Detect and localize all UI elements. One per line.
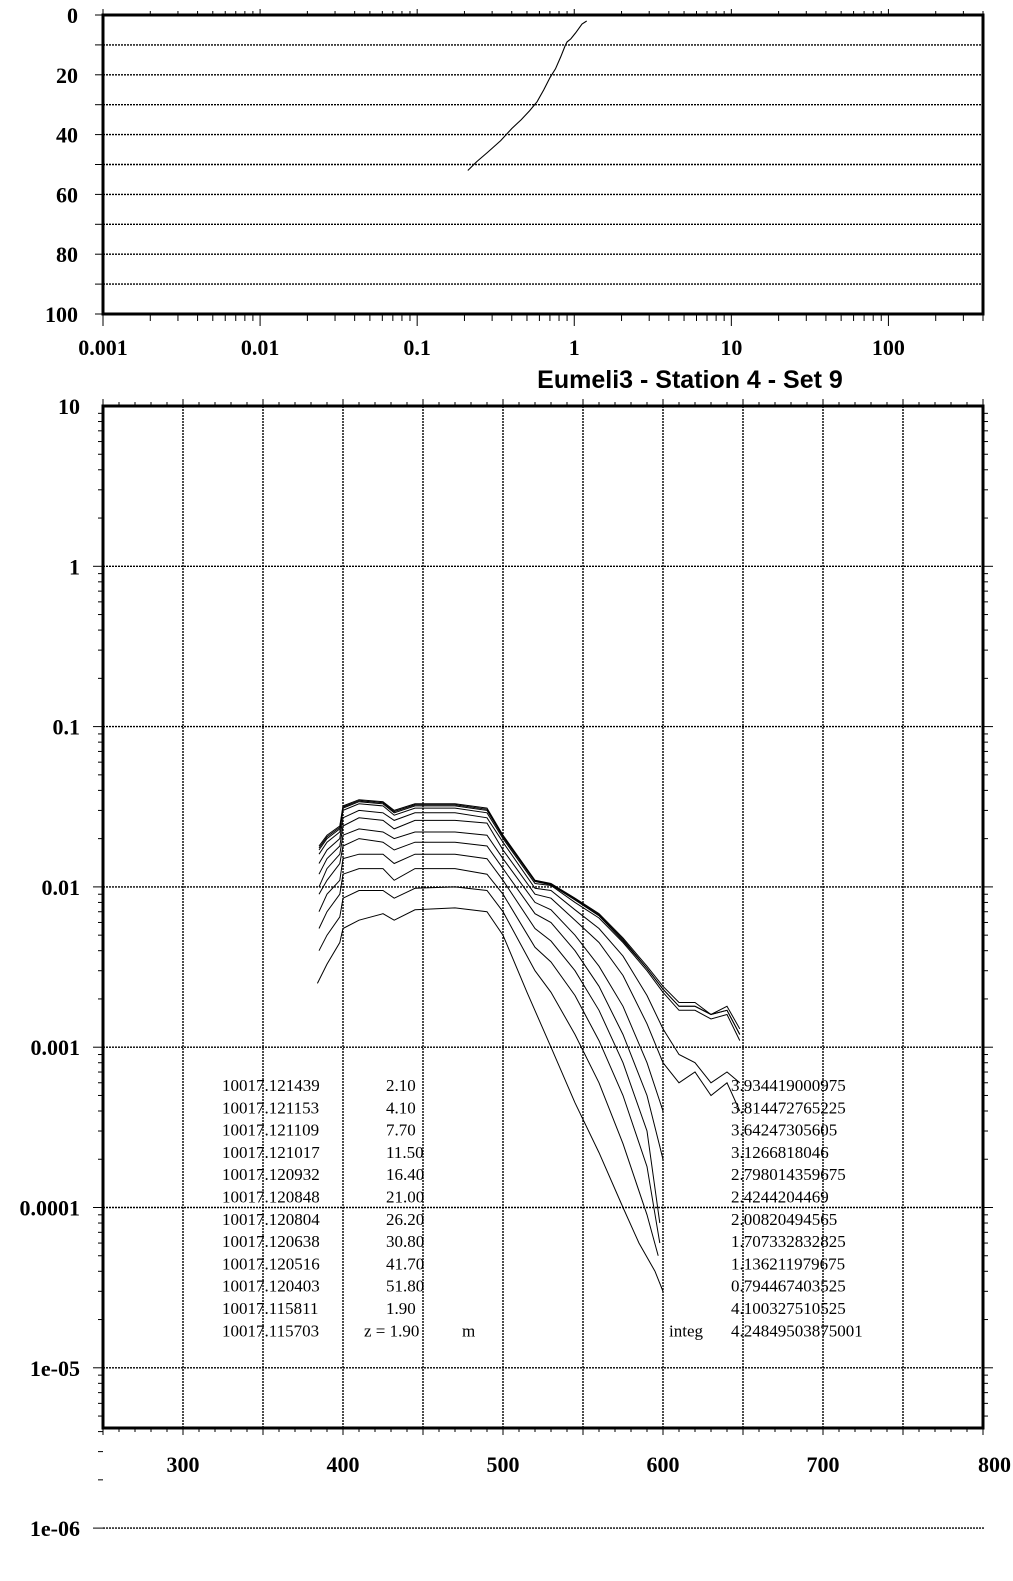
depth-profile-plot: 0.001 0.01 0.1 1 10 100 0 20 40 60 80 100 — [45, 3, 985, 360]
spectrum-line — [318, 868, 661, 1244]
top-x-tick-label: 10 — [720, 335, 742, 360]
top-tick-labels: 0.001 0.01 0.1 1 10 100 0 20 40 60 80 100 — [45, 3, 905, 360]
row-depth: 16.40 — [386, 1165, 424, 1184]
row-id: 10017.121017 — [222, 1143, 320, 1162]
bottom-y-tick-label: 0.1 — [53, 715, 81, 740]
top-y-tick-label: 20 — [56, 63, 78, 88]
top-y-tick-label: 0 — [67, 3, 78, 28]
integ-label: integ — [669, 1321, 703, 1340]
row-id: 10017.121109 — [222, 1121, 319, 1140]
depth-profile-line — [467, 20, 587, 171]
bottom-series — [316, 799, 741, 1292]
last-depth: z = 1.90 — [364, 1321, 419, 1340]
top-x-tick-label: 0.01 — [241, 335, 280, 360]
bottom-x-tick-label: 800 — [978, 1452, 1011, 1477]
top-grid — [103, 44, 983, 285]
spectrum-line — [318, 803, 741, 1041]
spectrum-line — [318, 838, 664, 1160]
top-x-tick-label: 0.1 — [403, 335, 431, 360]
top-plot-frame — [101, 13, 985, 316]
bottom-y-tick-label: 10 — [58, 394, 80, 419]
row-integ: 3.1266818046 — [731, 1143, 829, 1162]
spectrum-line — [318, 800, 741, 1035]
bottom-y-tick-label: 0.01 — [42, 875, 81, 900]
spectra-plot: 300 400 500 600 700 800 10 1 0.1 0.01 0.001 0.0001 1… — [20, 394, 1012, 1541]
top-y-tick-label: 40 — [56, 123, 78, 148]
bottom-tick-labels: 300 400 500 600 700 800 10 1 0.1 0.01 0.001 0.0001 1… — [20, 394, 1012, 1541]
bottom-ticks — [93, 399, 993, 1529]
bottom-x-tick-label: 600 — [647, 1452, 680, 1477]
bottom-x-tick-label: 700 — [807, 1452, 840, 1477]
row-integ: 3.64247305605 — [731, 1121, 837, 1140]
bottom-y-tick-label: 0.0001 — [20, 1196, 81, 1221]
row-id: 10017.120638 — [222, 1232, 320, 1251]
row-depth: 1.90 — [386, 1299, 416, 1318]
row-id: 10017.120804 — [222, 1210, 320, 1229]
row-integ: 2.798014359675 — [731, 1165, 846, 1184]
row-id: 10017.120932 — [222, 1165, 320, 1184]
row-integ: 1.707332832825 — [731, 1232, 846, 1251]
spectrum-line — [316, 907, 664, 1292]
row-integ: 2.00820494565 — [731, 1210, 837, 1229]
row-depth: 30.80 — [386, 1232, 424, 1251]
spectrum-line — [318, 886, 659, 1256]
bottom-x-tick-label: 500 — [487, 1452, 520, 1477]
row-depth: 4.10 — [386, 1098, 416, 1117]
spectrum-line — [318, 809, 741, 1084]
bottom-x-tick-label: 400 — [327, 1452, 360, 1477]
row-integ: 4.100327510525 — [731, 1299, 846, 1318]
row-id: 10017.120516 — [222, 1254, 320, 1273]
last-unit: m — [462, 1321, 475, 1340]
top-x-tick-label: 100 — [872, 335, 905, 360]
row-id: 10017.115811 — [222, 1299, 319, 1318]
top-series — [467, 20, 587, 171]
row-depth: 51.80 — [386, 1277, 424, 1296]
top-y-tick-label: 60 — [56, 182, 78, 207]
row-id: 10017.121153 — [222, 1098, 319, 1117]
chart-title: Eumeli3 - Station 4 - Set 9 — [537, 366, 843, 394]
row-integ: 3.814472765225 — [731, 1098, 846, 1117]
top-x-tick-label: 0.001 — [78, 335, 128, 360]
spectrum-line — [318, 817, 741, 1112]
spectrum-line — [318, 853, 661, 1224]
row-id: 10017.121439 — [222, 1076, 320, 1095]
top-y-tick-label: 80 — [56, 242, 78, 267]
top-y-tick-label: 100 — [45, 302, 78, 327]
bottom-grid — [103, 406, 985, 1529]
row-integ: 3.934419000975 — [731, 1076, 846, 1095]
row-id: 10017.120403 — [222, 1277, 320, 1296]
row-depth: 7.70 — [386, 1121, 416, 1140]
row-depth: 11.50 — [386, 1143, 424, 1162]
top-x-tick-label: 1 — [569, 335, 580, 360]
bottom-y-tick-label: 1e-06 — [30, 1516, 80, 1541]
last-integ: 4.24849503875001 — [731, 1321, 863, 1340]
last-id: 10017.115703 — [222, 1321, 319, 1340]
row-depth: 21.00 — [386, 1188, 424, 1207]
annotation-table: 10017.121439 2.10 3.934419000975 10017.1211… — [222, 1076, 863, 1340]
row-id: 10017.120848 — [222, 1188, 320, 1207]
bottom-y-tick-label: 1e-05 — [30, 1356, 80, 1381]
row-integ: 0.794467403525 — [731, 1277, 846, 1296]
row-integ: 2.4244204469 — [731, 1188, 829, 1207]
spectrum-line — [318, 828, 664, 1112]
bottom-plot-frame — [101, 404, 985, 1430]
top-ticks — [95, 9, 984, 326]
row-integ: 1.136211979675 — [731, 1254, 845, 1273]
bottom-x-tick-label: 300 — [167, 1452, 200, 1477]
bottom-y-tick-label: 1 — [69, 554, 80, 579]
bottom-y-tick-label: 0.001 — [31, 1035, 81, 1060]
row-depth: 26.20 — [386, 1210, 424, 1229]
row-depth: 41.70 — [386, 1254, 424, 1273]
row-depth: 2.10 — [386, 1076, 416, 1095]
